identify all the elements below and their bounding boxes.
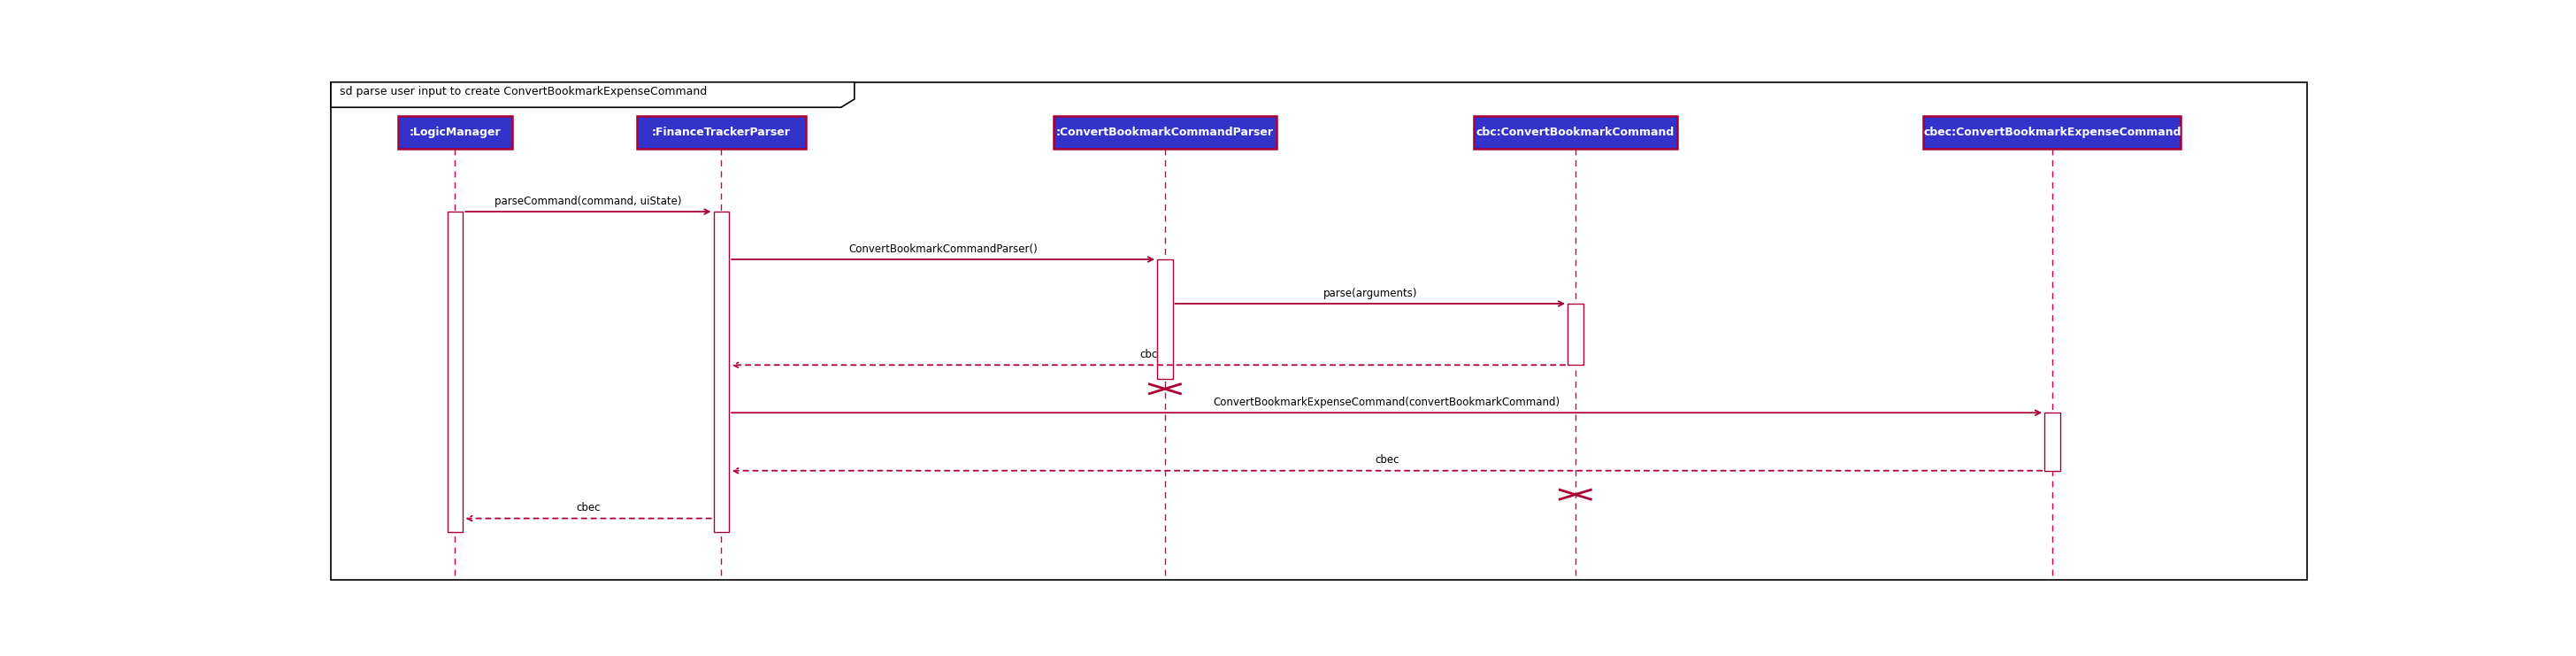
Bar bbox=[397, 116, 513, 149]
Text: cbec: cbec bbox=[577, 502, 600, 514]
Bar bbox=[448, 212, 464, 532]
Bar bbox=[1054, 116, 1278, 149]
Text: cbc: cbc bbox=[1139, 349, 1157, 360]
Bar bbox=[1473, 116, 1677, 149]
Bar bbox=[1157, 259, 1172, 379]
Text: cbec: cbec bbox=[1376, 455, 1399, 466]
Text: cbc:ConvertBookmarkCommand: cbc:ConvertBookmarkCommand bbox=[1476, 127, 1674, 138]
Bar bbox=[1569, 304, 1584, 365]
Text: :FinanceTrackerParser: :FinanceTrackerParser bbox=[652, 127, 791, 138]
Text: sd parse user input to create ConvertBookmarkExpenseCommand: sd parse user input to create ConvertBoo… bbox=[340, 86, 706, 98]
Bar bbox=[2045, 413, 2061, 471]
Polygon shape bbox=[330, 82, 855, 108]
Text: cbec:ConvertBookmarkExpenseCommand: cbec:ConvertBookmarkExpenseCommand bbox=[1924, 127, 2182, 138]
Text: ConvertBookmarkCommandParser(): ConvertBookmarkCommandParser() bbox=[848, 243, 1038, 255]
Text: :ConvertBookmarkCommandParser: :ConvertBookmarkCommandParser bbox=[1056, 127, 1273, 138]
Bar bbox=[714, 212, 729, 532]
Text: parse(arguments): parse(arguments) bbox=[1324, 287, 1417, 299]
Text: ConvertBookmarkExpenseCommand(convertBookmarkCommand): ConvertBookmarkExpenseCommand(convertBoo… bbox=[1213, 396, 1561, 408]
Text: parseCommand(command, uiState): parseCommand(command, uiState) bbox=[495, 195, 683, 207]
Bar bbox=[636, 116, 806, 149]
Text: :LogicManager: :LogicManager bbox=[410, 127, 500, 138]
Bar bbox=[1924, 116, 2182, 149]
